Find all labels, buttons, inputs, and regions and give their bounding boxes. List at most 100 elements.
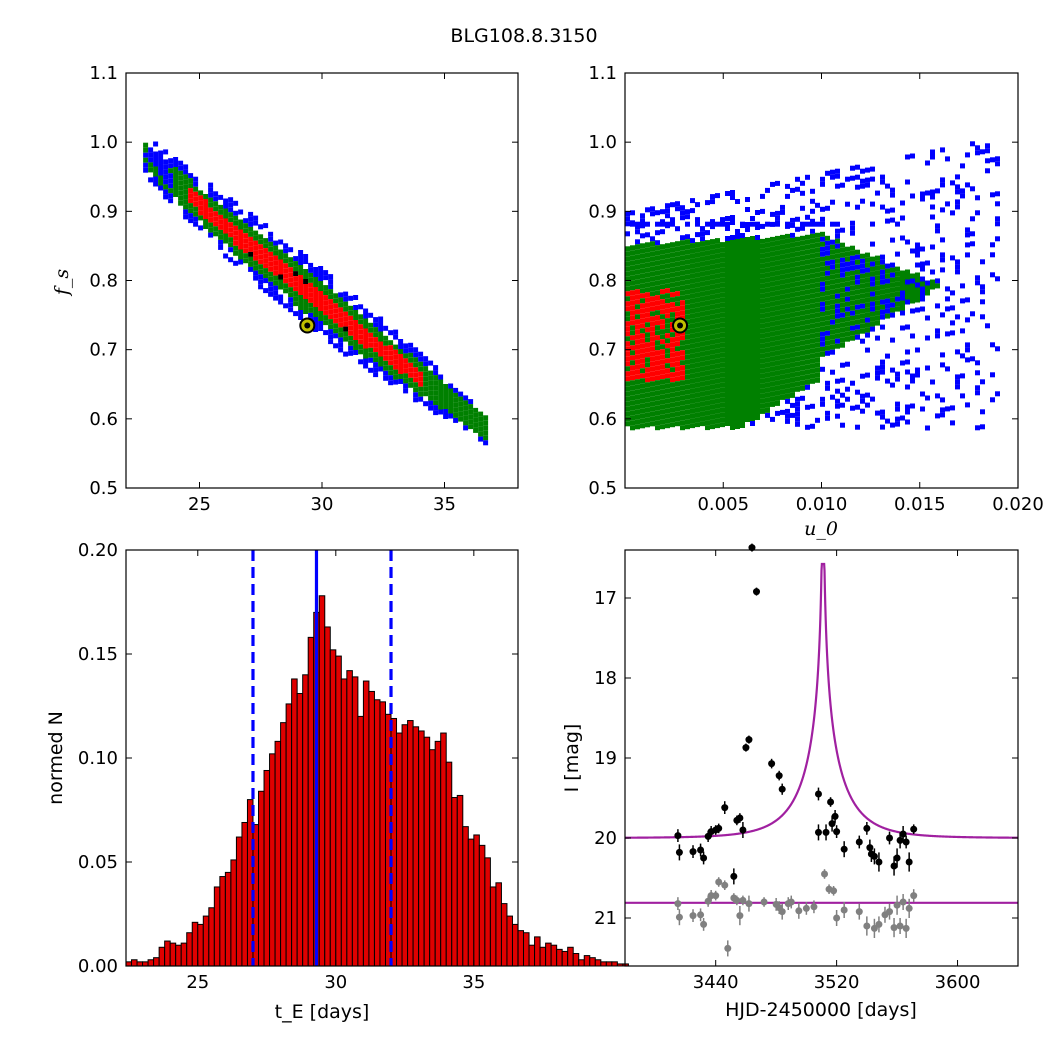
heatmap-cell [660, 319, 665, 325]
heatmap-cell [715, 238, 720, 244]
data-point [886, 908, 894, 916]
heatmap-cell [695, 342, 700, 348]
heatmap-cell [815, 267, 820, 273]
heatmap-cell [670, 357, 675, 363]
heatmap-cell [835, 253, 840, 259]
heatmap-cell [478, 421, 484, 427]
data-point [733, 896, 741, 904]
heatmap-cell [840, 277, 845, 283]
heatmap-cell [650, 351, 655, 357]
histogram-bar [379, 701, 386, 967]
heatmap-cell [835, 268, 840, 274]
histogram-bar [561, 950, 569, 967]
heatmap-cell [765, 327, 770, 333]
heatmap-cell [690, 208, 695, 214]
y-tick-label: 0.6 [89, 409, 118, 430]
heatmap-cell [735, 279, 740, 284]
heatmap-cell [695, 307, 700, 313]
heatmap-cell [655, 245, 660, 251]
heatmap-cell [258, 254, 264, 260]
heatmap-cell [810, 228, 815, 234]
heatmap-cell [218, 229, 224, 235]
heatmap-cell [975, 195, 980, 201]
heatmap-cell [705, 360, 710, 366]
heatmap-cell [625, 336, 630, 342]
histogram-bar [125, 961, 133, 967]
heatmap-cell [690, 413, 695, 419]
heatmap-cell [438, 379, 444, 385]
heatmap-cell [810, 188, 815, 194]
heatmap-cell [695, 247, 700, 253]
heatmap-cell [630, 320, 635, 326]
heatmap-cell [805, 374, 810, 380]
heatmap-cell [418, 351, 424, 357]
data-point [821, 870, 829, 878]
heatmap-cell [258, 269, 264, 275]
heatmap-cell [635, 249, 640, 255]
heatmap-cell [675, 311, 680, 317]
heatmap-cell [775, 210, 780, 216]
heatmap-cell [273, 255, 279, 261]
heatmap-cell [338, 292, 344, 298]
heatmap-cell [715, 418, 720, 424]
heatmap-cell [740, 418, 745, 423]
heatmap-cell [483, 435, 489, 441]
heatmap-cell [825, 235, 830, 241]
heatmap-cell [895, 266, 900, 272]
heatmap-cell [765, 292, 770, 298]
heatmap-cell [685, 314, 690, 320]
heatmap-cell [690, 253, 695, 259]
heatmap-cell [223, 203, 229, 209]
heatmap-cell [253, 250, 259, 256]
heatmap-cell [810, 308, 815, 314]
heatmap-cell [630, 245, 635, 251]
heatmap-cell [895, 401, 900, 407]
histogram-bar [224, 871, 232, 967]
heatmap-cell [715, 403, 720, 409]
heatmap-cell [855, 254, 860, 260]
heatmap-cell [795, 351, 800, 357]
heatmap-cell [625, 261, 630, 267]
heatmap-cell [870, 201, 875, 207]
heatmap-cell [665, 358, 670, 364]
heatmap-cell [845, 326, 850, 332]
histogram-bar [495, 882, 502, 967]
heatmap-cell [650, 306, 655, 312]
data-point [721, 804, 729, 812]
heatmap-cell [950, 290, 955, 296]
heatmap-cell [268, 266, 274, 272]
heatmap-cell [900, 285, 905, 291]
heatmap-cell [840, 262, 845, 268]
data-point [827, 798, 835, 806]
heatmap-cell [765, 262, 770, 268]
heatmap-cell [930, 149, 935, 155]
heatmap-cell [413, 372, 419, 378]
heatmap-cell [705, 320, 710, 326]
heatmap-cell [980, 379, 985, 385]
heatmap-cell [820, 401, 825, 407]
heatmap-cell [690, 353, 695, 359]
heatmap-cell [855, 264, 860, 270]
heatmap-cell [630, 405, 635, 411]
heatmap-cell [695, 297, 700, 303]
heatmap-cell [650, 211, 655, 217]
heatmap-cell [660, 384, 665, 390]
heatmap-cell [700, 356, 705, 362]
heatmap-cell [650, 336, 655, 342]
heatmap-cell [805, 174, 810, 180]
heatmap-cell [655, 325, 660, 331]
heatmap-cell [975, 385, 980, 391]
heatmap-cell [675, 366, 680, 372]
heatmap-cell [745, 297, 750, 302]
heatmap-cell [765, 337, 770, 343]
heatmap-cell [353, 330, 359, 335]
heatmap-cell [348, 320, 354, 326]
heatmap-cell [443, 409, 449, 414]
heatmap-cell [368, 322, 374, 328]
heatmap-cell [188, 198, 194, 204]
heatmap-cell [920, 286, 925, 292]
heatmap-cell [660, 209, 665, 215]
heatmap-cell [328, 334, 334, 340]
x-tick-label: 3600 [935, 972, 981, 993]
data-point [863, 922, 871, 930]
